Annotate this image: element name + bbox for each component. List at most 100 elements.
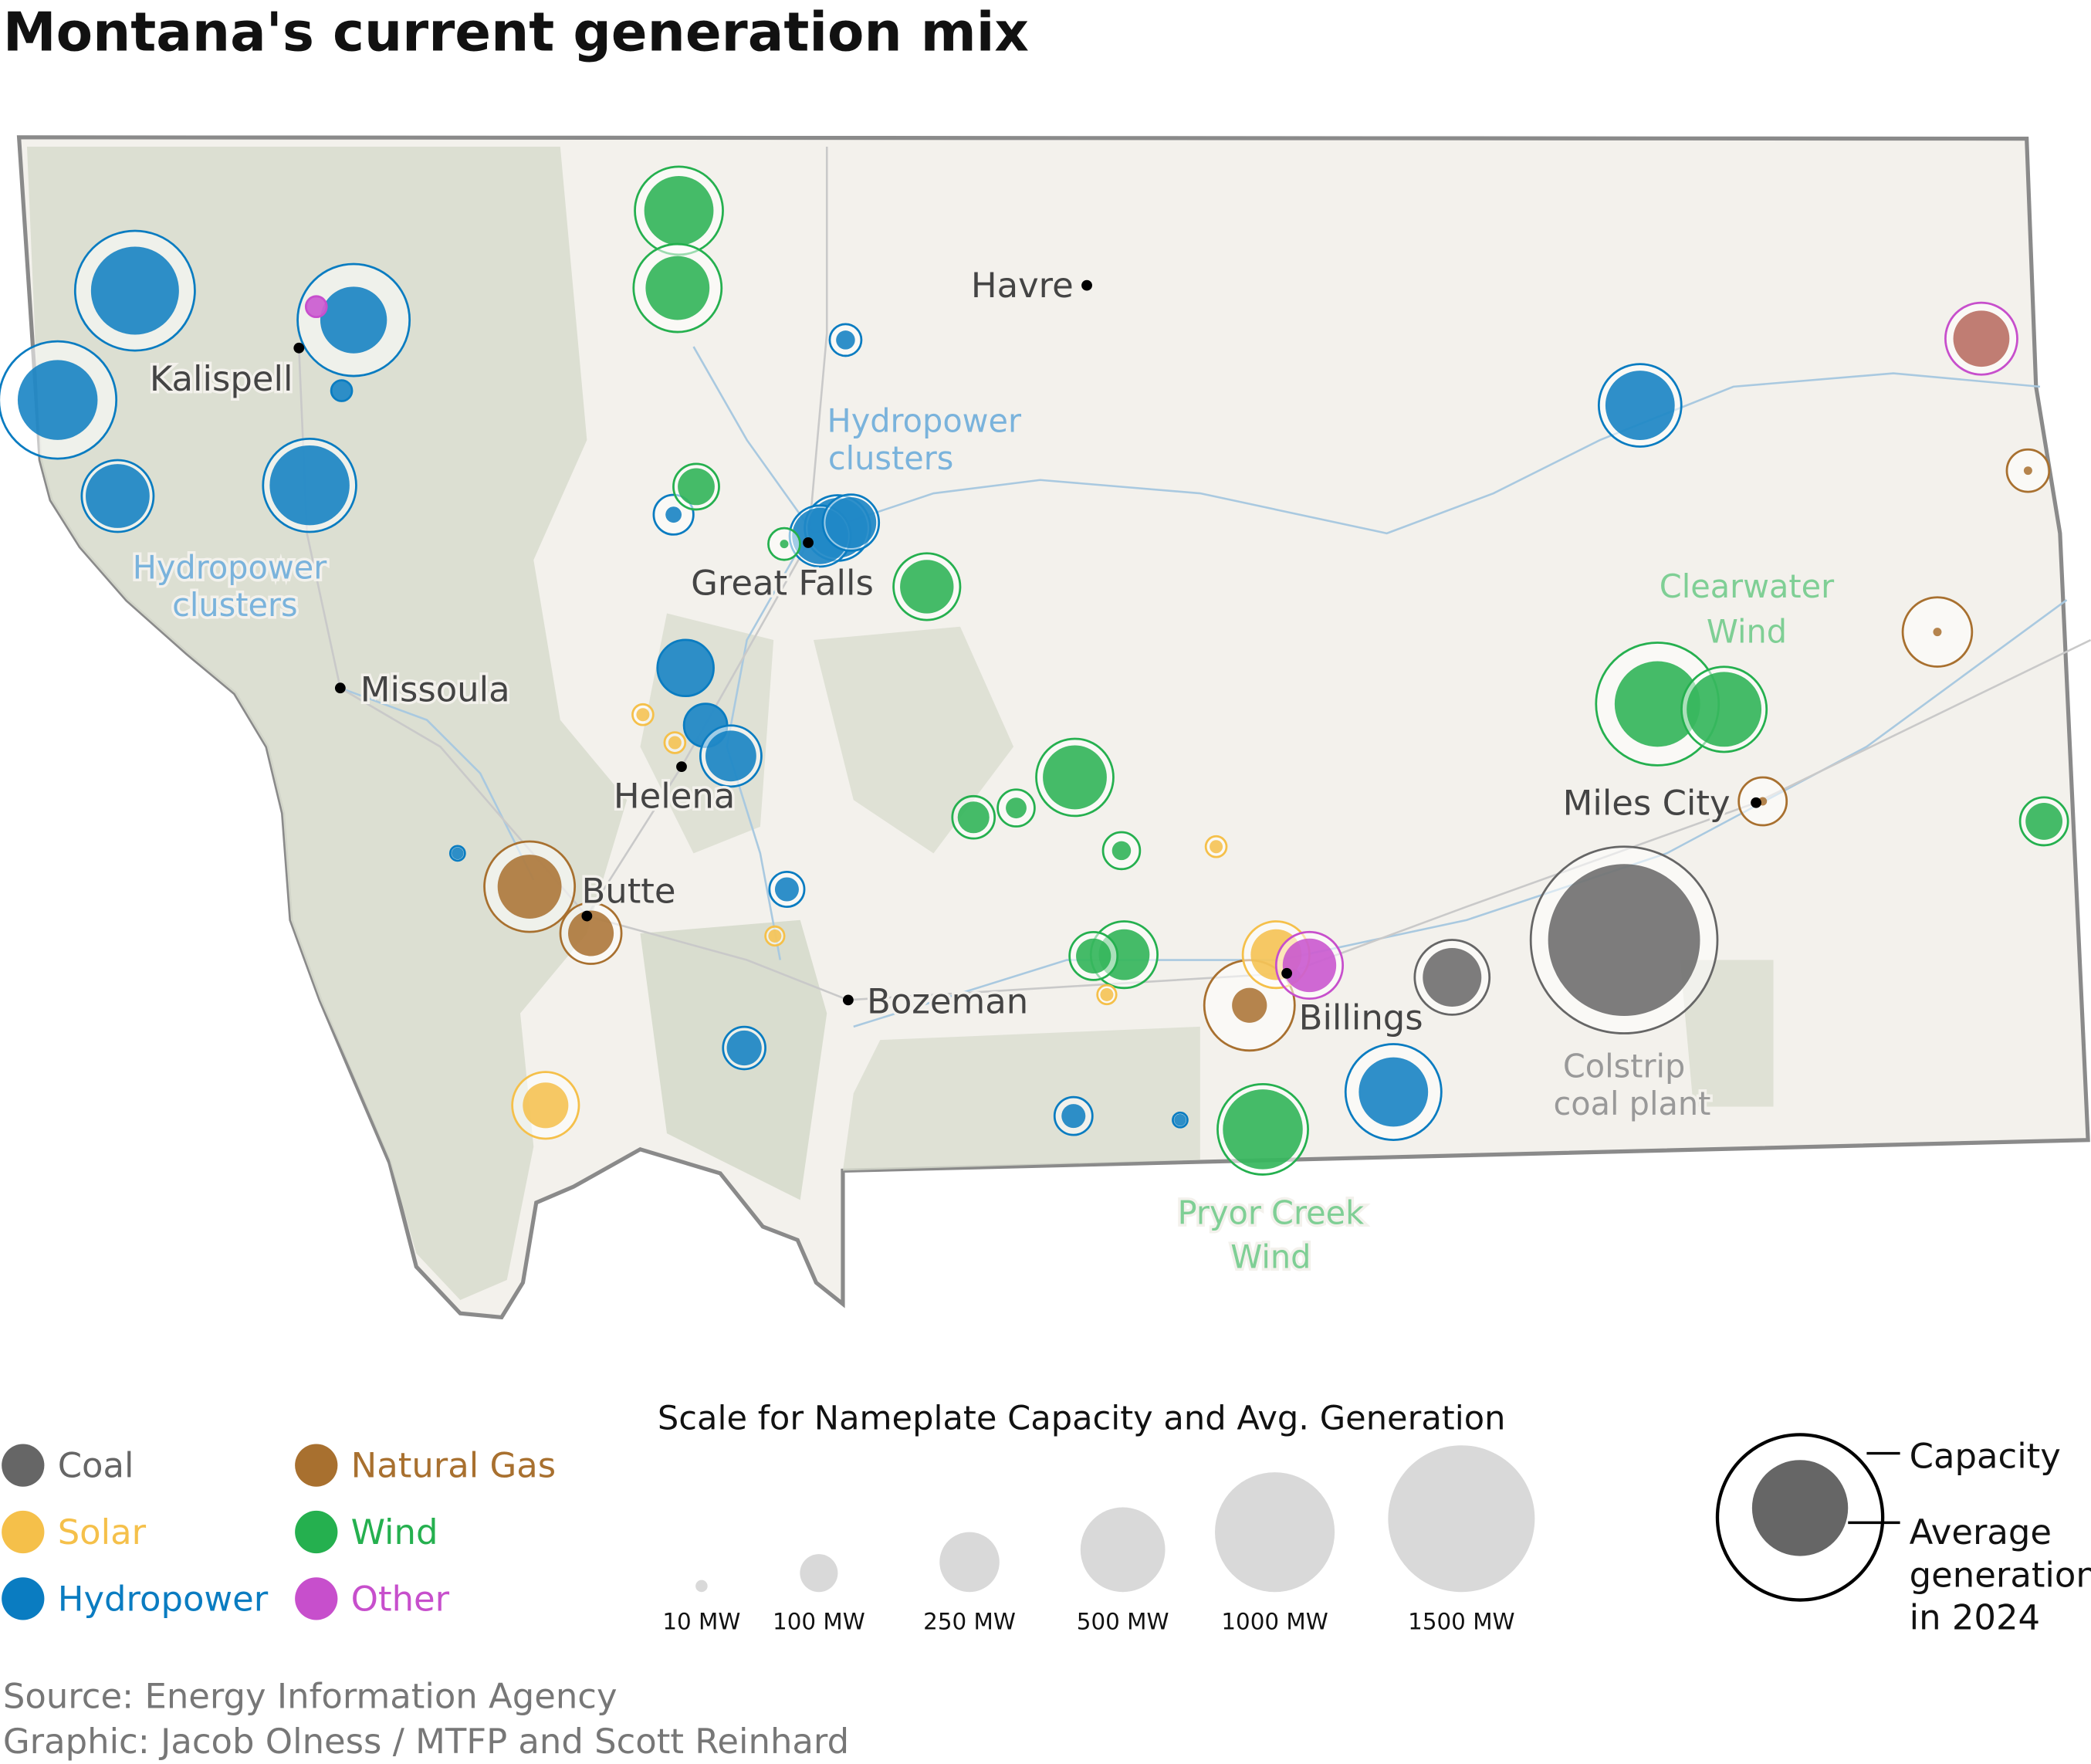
- plant-marker-wind: [767, 526, 801, 561]
- generation-circle: [1953, 310, 2010, 367]
- plant-marker-hydropower: [1597, 363, 1683, 448]
- plant-marker-natural-gas: [1901, 596, 1974, 668]
- plant-marker-natural-gas: [2005, 448, 2051, 493]
- plant-marker-hydropower: [1172, 1111, 1189, 1129]
- generation-circle: [1111, 841, 1132, 861]
- plant-marker-natural-gas: [1737, 776, 1788, 827]
- generation-circle: [957, 801, 990, 834]
- annotation-pryor-creek-wind: Pryor Creek: [1178, 1195, 1364, 1232]
- legend-label: Coal: [58, 1445, 134, 1486]
- annotation-colstrip-line2: coal plant: [1553, 1085, 1710, 1122]
- key-generation-circle: [1751, 1460, 1849, 1556]
- annotation-hydropower-clusters-north: Hydropower: [827, 403, 1023, 440]
- generation-circle: [636, 708, 650, 722]
- plant-marker-wind: [634, 165, 724, 256]
- generation-circle: [1548, 864, 1700, 1017]
- plant-marker-natural-gas: [483, 840, 577, 933]
- scale-title: Scale for Nameplate Capacity and Avg. Ge…: [658, 1399, 1506, 1437]
- annotation-colstrip: Colstrip: [1563, 1048, 1686, 1085]
- generation-circle: [1232, 987, 1267, 1023]
- generation-circle: [1076, 938, 1111, 973]
- generation-circle: [86, 464, 150, 528]
- scale-label: 1000 MW: [1221, 1609, 1328, 1635]
- plant-marker-natural-gas: [559, 902, 623, 965]
- plant-marker-hydropower: [448, 845, 466, 862]
- generation-circle: [726, 1030, 762, 1066]
- plant-marker-hydropower: [1344, 1043, 1443, 1141]
- legend-label: Natural Gas: [351, 1445, 557, 1486]
- city-label: Bozeman: [867, 981, 1028, 1022]
- legend-swatch: [295, 1510, 338, 1554]
- city-havre: Havre: [968, 262, 1092, 309]
- plant-marker-hydropower: [768, 871, 806, 908]
- scale-circle: [1215, 1472, 1335, 1593]
- scale-item-1000-mw: 1000 MW: [1215, 1472, 1335, 1635]
- graphic-credit: Graphic: Jacob Olness / MTFP and Scott R…: [3, 1721, 849, 1762]
- generation-circle: [665, 506, 682, 523]
- generation-circle: [2025, 803, 2063, 840]
- plant-marker-hydropower: [656, 638, 715, 698]
- generation-circle: [90, 246, 179, 335]
- city-missoula: Missoula: [334, 666, 513, 713]
- key-capacity-label: Capacity: [1910, 1436, 2061, 1477]
- city-label: Miles City: [1563, 782, 1731, 823]
- scale-item-500-mw: 500 MW: [1077, 1507, 1169, 1635]
- plant-marker-wind: [1068, 930, 1119, 981]
- generation-circle: [306, 296, 327, 317]
- scale-circle: [1080, 1507, 1166, 1593]
- generation-circle: [780, 540, 789, 549]
- generation-circle: [1605, 371, 1675, 440]
- plant-marker-solar: [511, 1071, 580, 1140]
- plant-marker-hydropower: [262, 437, 357, 533]
- generation-circle: [452, 847, 464, 860]
- plant-marker-other: [1274, 930, 1345, 1001]
- city-miles-city: Miles City: [1560, 780, 1761, 826]
- legend-swatch: [295, 1577, 338, 1620]
- generation-circle: [645, 256, 710, 320]
- map-title: Montana's current generation mix: [3, 2, 1029, 64]
- plant-marker-hydropower: [722, 1025, 766, 1071]
- legend-item-coal: Coal: [2, 1444, 134, 1487]
- plant-marker-solar: [1096, 984, 1118, 1006]
- annotation-hydropower-clusters-west-line2: clusters: [172, 587, 298, 624]
- city-label: Missoula: [360, 669, 510, 709]
- plant-marker-wind: [1216, 1082, 1309, 1176]
- plant-marker-coal: [1529, 845, 1719, 1034]
- generation-circle: [568, 910, 614, 956]
- generation-circle: [320, 286, 387, 354]
- plant-marker-wind: [1035, 737, 1115, 818]
- key-generation-label-2: generation: [1910, 1554, 2091, 1595]
- plant-marker-solar: [663, 731, 687, 754]
- generation-circle: [497, 855, 562, 919]
- plant-marker-other: [1944, 301, 2018, 376]
- plant-marker-wind: [951, 794, 996, 840]
- plant-marker-solar: [631, 703, 655, 726]
- generation-circle: [644, 175, 714, 245]
- scale-circle: [695, 1579, 708, 1593]
- power-plant-markers: [0, 165, 2069, 1176]
- scale-label: 1500 MW: [1408, 1609, 1514, 1635]
- generation-circle: [1061, 1104, 1086, 1129]
- annotation-clearwater-wind: Clearwater: [1660, 568, 1835, 605]
- generation-circle: [1043, 745, 1107, 810]
- city-label: Helena: [614, 776, 735, 817]
- annotation-clearwater-wind-line2: Wind: [1707, 613, 1787, 650]
- capacity-generation-key: Capacity Average generation in 2024: [1715, 1433, 2091, 1638]
- generation-circle: [2023, 466, 2032, 476]
- plant-marker-hydropower: [828, 323, 863, 357]
- generation-circle: [774, 877, 799, 902]
- generation-circle: [1223, 1089, 1303, 1170]
- city-billings: Billings: [1281, 967, 1426, 1041]
- plant-marker-hydropower: [699, 724, 763, 788]
- generation-circle: [668, 736, 682, 750]
- key-generation-label-3: in 2024: [1910, 1597, 2040, 1638]
- generation-circle: [269, 445, 350, 526]
- plant-marker-coal: [1413, 939, 1491, 1016]
- legend-swatch: [2, 1577, 45, 1620]
- plant-marker-hydropower: [80, 459, 155, 533]
- generation-circle: [836, 330, 855, 350]
- plant-marker-wind: [632, 242, 723, 334]
- key-generation-label-1: Average: [1910, 1512, 2052, 1552]
- generation-circle: [1174, 1114, 1186, 1126]
- generation-circle: [825, 497, 877, 548]
